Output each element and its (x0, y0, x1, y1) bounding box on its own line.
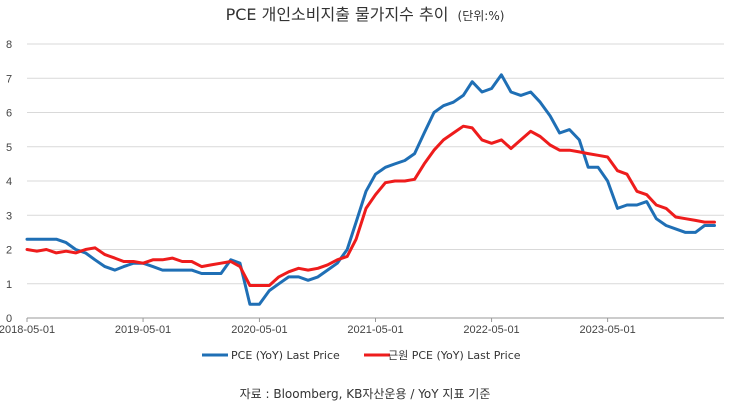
x-tick-label: 2022-05-01 (463, 324, 519, 336)
x-tick-label: 2021-05-01 (347, 324, 403, 336)
gridlines (27, 43, 724, 285)
legend-label-core-pce: 근원 PCE (YoY) Last Price (388, 349, 521, 362)
source-note: 자료 : Bloomberg, KB자산운용 / YoY 지표 기준 (240, 387, 491, 401)
legend-label-pce: PCE (YoY) Last Price (231, 349, 340, 362)
y-tick-label: 1 (6, 279, 12, 291)
series-line-pce (25, 73, 716, 306)
x-tick-label: 2019-05-01 (115, 324, 171, 336)
y-tick-label: 7 (6, 73, 12, 85)
y-tick-label: 5 (6, 142, 12, 154)
y-tick-label: 3 (6, 210, 12, 222)
x-tick-label: 2018-05-01 (0, 324, 55, 336)
chart-title-main: PCE 개인소비지출 물가지수 추이 (226, 5, 449, 24)
y-tick-label: 6 (6, 108, 12, 120)
series-lines (25, 73, 716, 306)
x-tick-label: 2023-05-01 (579, 324, 635, 336)
x-axis-ticks: 2018-05-01 2019-05-01 2020-05-01 2021-05-01… (0, 318, 636, 336)
y-tick-label: 4 (6, 176, 12, 188)
y-tick-label: 0 (6, 313, 12, 325)
legend: PCE (YoY) Last Price 근원 PCE (YoY) Last P… (202, 349, 521, 362)
y-tick-label: 2 (6, 245, 12, 257)
chart-title-unit: (단위:%) (458, 9, 505, 23)
y-axis-ticks: 0 1 2 3 4 5 6 7 8 (6, 39, 12, 325)
series-line-core-pce (25, 124, 716, 287)
x-tick-label: 2020-05-01 (231, 324, 287, 336)
chart-title: PCE 개인소비지출 물가지수 추이 (단위:%) (226, 5, 505, 24)
y-tick-label: 8 (6, 39, 12, 51)
